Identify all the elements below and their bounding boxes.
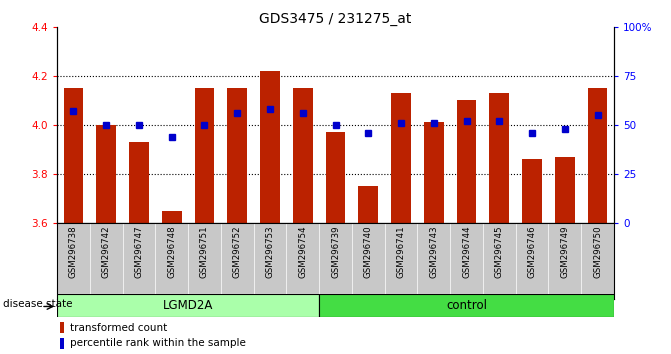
Bar [64,88,83,223]
Bar [522,159,542,223]
Text: LGMD2A: LGMD2A [163,299,213,312]
Bar [162,211,182,223]
Bar [260,71,280,223]
Bar [588,88,607,223]
Text: GSM296749: GSM296749 [560,225,569,278]
Text: GSM296746: GSM296746 [527,225,537,278]
Text: GDS3475 / 231275_at: GDS3475 / 231275_at [259,12,412,27]
Text: control: control [446,299,487,312]
Text: GSM296744: GSM296744 [462,225,471,278]
Text: GSM296740: GSM296740 [364,225,373,278]
Text: GSM296738: GSM296738 [69,225,78,278]
Text: GSM296741: GSM296741 [397,225,405,278]
Bar [227,88,247,223]
Text: GSM296745: GSM296745 [495,225,504,278]
Bar [57,294,319,317]
Bar [195,88,214,223]
Text: GSM296748: GSM296748 [167,225,176,278]
Bar [60,338,64,349]
Text: GSM296739: GSM296739 [331,225,340,278]
Text: GSM296753: GSM296753 [266,225,274,278]
Bar [424,122,444,223]
Text: disease state: disease state [3,299,73,309]
Bar [60,322,64,333]
Bar [129,142,149,223]
Bar [293,88,313,223]
Text: GSM296750: GSM296750 [593,225,602,278]
Bar [325,132,346,223]
Text: GSM296752: GSM296752 [233,225,242,278]
Bar [358,186,378,223]
Bar [457,100,476,223]
Text: percentile rank within the sample: percentile rank within the sample [70,338,246,348]
Bar [489,93,509,223]
Text: GSM296743: GSM296743 [429,225,438,278]
Bar [319,294,614,317]
Bar [391,93,411,223]
Text: GSM296747: GSM296747 [134,225,144,278]
Text: GSM296754: GSM296754 [298,225,307,278]
Bar [555,157,574,223]
Text: transformed count: transformed count [70,322,168,332]
Bar [97,125,116,223]
Text: GSM296751: GSM296751 [200,225,209,278]
Text: GSM296742: GSM296742 [102,225,111,278]
